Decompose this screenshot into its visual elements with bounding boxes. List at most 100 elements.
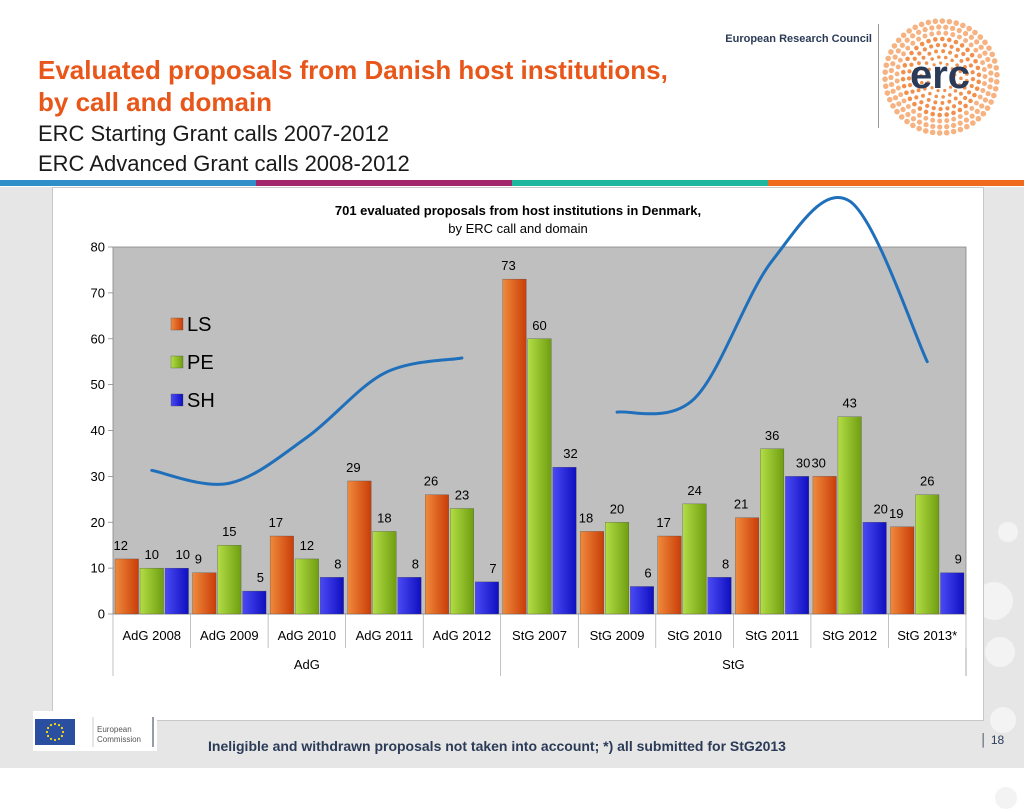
data-label: 7 <box>489 561 496 576</box>
data-label: 8 <box>334 556 341 571</box>
data-label: 26 <box>920 474 934 489</box>
bar-ls <box>502 278 527 615</box>
data-label: 60 <box>532 318 546 333</box>
y-tick-label: 0 <box>98 607 105 622</box>
background-bubble <box>998 522 1018 542</box>
trend-line <box>150 356 464 486</box>
bar-sh <box>785 476 810 615</box>
color-stripe-1 <box>0 180 256 186</box>
legend-label-pe: PE <box>187 352 214 374</box>
bar-ls <box>735 517 760 615</box>
data-label: 18 <box>579 510 593 525</box>
data-label: 10 <box>145 547 159 562</box>
bar-ls <box>580 531 604 615</box>
page-title: Evaluated proposals from Danish host ins… <box>38 54 668 118</box>
data-label: 12 <box>114 538 128 553</box>
bar-pe <box>294 558 319 615</box>
background-bubble <box>990 707 1016 733</box>
legend-swatch-pe <box>170 355 184 369</box>
data-label: 18 <box>377 510 391 525</box>
bar-pe <box>837 416 862 615</box>
data-label: 5 <box>257 570 264 585</box>
bar-pe <box>682 503 707 615</box>
data-label: 17 <box>656 515 670 530</box>
x-group-label: StG <box>722 657 744 672</box>
erc-logo-text: erc <box>910 53 970 97</box>
x-tick-label: AdG 2009 <box>200 628 259 643</box>
data-label: 12 <box>300 538 314 553</box>
data-label: 6 <box>644 565 651 580</box>
x-tick-label: AdG 2008 <box>122 628 181 643</box>
x-tick-label: StG 2012 <box>822 628 877 643</box>
x-group-label: AdG <box>294 657 320 672</box>
bar-sh <box>242 590 267 615</box>
data-label: 30 <box>811 455 825 470</box>
data-label: 20 <box>873 501 887 516</box>
bar-ls <box>192 572 217 615</box>
color-stripe-4 <box>768 180 1024 186</box>
data-label: 24 <box>687 483 701 498</box>
bar-sh <box>397 577 422 615</box>
y-tick-label: 50 <box>91 377 105 392</box>
y-tick-label: 30 <box>91 469 105 484</box>
data-label: 8 <box>722 556 729 571</box>
bar-sh <box>862 522 887 615</box>
x-tick-label: StG 2009 <box>590 628 645 643</box>
x-tick-label: AdG 2012 <box>433 628 492 643</box>
subtitle-starting-grant: ERC Starting Grant calls 2007-2012 <box>38 121 389 146</box>
brand-name: European Research Council <box>725 33 872 45</box>
bar-pe <box>915 494 940 615</box>
data-label: 10 <box>176 547 190 562</box>
x-tick-label: StG 2010 <box>667 628 722 643</box>
subtitle-advanced-grant: ERC Advanced Grant calls 2008-2012 <box>38 151 410 176</box>
x-tick-label: AdG 2010 <box>278 628 337 643</box>
bar-ls <box>347 480 372 615</box>
data-label: 73 <box>501 258 515 273</box>
chart-subtitle: by ERC call and domain <box>448 221 587 236</box>
y-tick-label: 40 <box>91 423 105 438</box>
bar-sh <box>630 586 654 615</box>
data-label: 26 <box>424 474 438 489</box>
legend-swatch-ls <box>170 317 184 331</box>
legend-swatch-sh <box>170 393 184 407</box>
bar-sh <box>940 572 965 615</box>
bar-sh <box>164 567 189 615</box>
color-stripe-3 <box>512 180 768 186</box>
bar-ls <box>657 535 682 615</box>
bar-pe <box>527 338 552 615</box>
data-label: 8 <box>412 556 419 571</box>
y-tick-label: 20 <box>91 515 105 530</box>
bar-pe <box>760 448 785 615</box>
data-label: 32 <box>563 446 577 461</box>
trend-line <box>615 195 929 416</box>
bar-chart: 701 evaluated proposals from host instit… <box>91 195 967 676</box>
bar-sh <box>319 577 344 615</box>
european-commission-logo: European Commission <box>33 711 157 751</box>
x-tick-label: StG 2011 <box>745 628 799 643</box>
data-label: 9 <box>955 552 962 567</box>
chart-panel: 701 evaluated proposals from host instit… <box>52 187 984 721</box>
bar-pe <box>605 522 629 615</box>
x-tick-label: AdG 2011 <box>356 628 414 643</box>
bar-ls <box>890 526 915 615</box>
data-label: 15 <box>222 524 236 539</box>
y-tick-label: 80 <box>91 240 105 255</box>
data-label: 20 <box>610 501 624 516</box>
commission-label-2: Commission <box>97 735 141 744</box>
x-tick-label: StG 2007 <box>512 628 567 643</box>
bar-sh <box>707 577 732 615</box>
legend-label-ls: LS <box>187 314 211 336</box>
bar-pe <box>139 567 164 615</box>
brand-divider <box>878 24 879 128</box>
y-tick-label: 60 <box>91 331 105 346</box>
page-title-line2: by call and domain <box>38 87 273 117</box>
background-bubble <box>995 787 1017 809</box>
bar-ls <box>812 476 837 615</box>
page-title-line1: Evaluated proposals from Danish host ins… <box>38 55 668 85</box>
data-label: 36 <box>765 428 779 443</box>
bar-pe <box>372 531 397 615</box>
page-number: │ 18 <box>980 733 1005 747</box>
page-number-value: 18 <box>990 733 1005 747</box>
bar-pe <box>217 545 242 615</box>
data-label: 23 <box>455 487 469 502</box>
